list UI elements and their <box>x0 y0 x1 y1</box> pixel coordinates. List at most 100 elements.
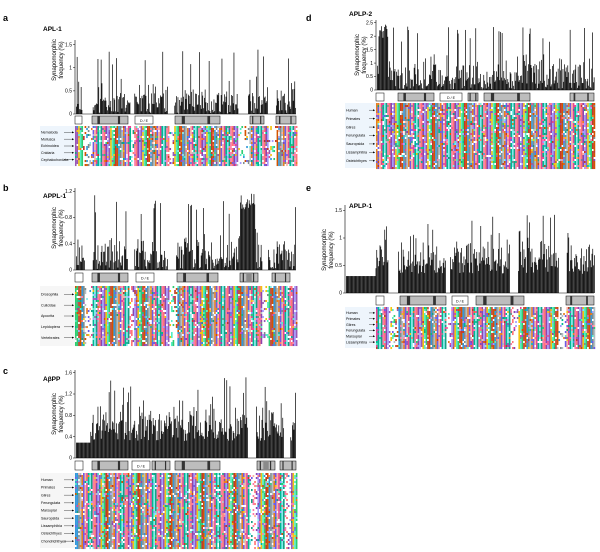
frequency-bar <box>128 392 129 458</box>
frequency-bar <box>145 430 147 458</box>
frequency-bar <box>485 264 486 293</box>
frequency-bar <box>92 422 93 458</box>
frequency-bar <box>183 254 184 270</box>
frequency-bar <box>85 442 87 458</box>
frequency-bar <box>404 85 405 90</box>
frequency-bar <box>228 440 229 458</box>
frequency-bar <box>221 431 223 458</box>
frequency-bar <box>477 61 478 90</box>
frequency-bar <box>164 423 166 458</box>
frequency-bar <box>501 33 503 90</box>
frequency-bar <box>182 268 184 270</box>
frequency-bar <box>498 31 500 91</box>
frequency-bar <box>370 276 372 293</box>
taxon-label: Apocrita <box>41 314 54 318</box>
frequency-bar <box>137 239 139 270</box>
frequency-bar <box>473 65 474 90</box>
panel-label: e <box>306 183 311 193</box>
frequency-bar <box>155 86 156 114</box>
frequency-bar <box>513 89 515 90</box>
frequency-bar <box>81 245 83 270</box>
frequency-bar <box>431 79 433 90</box>
frequency-bar <box>519 230 521 293</box>
frequency-bar <box>486 263 488 293</box>
taxon-label: Nematoda <box>41 131 58 135</box>
frequency-bar <box>418 273 419 293</box>
frequency-bar <box>270 267 272 270</box>
frequency-bar <box>492 74 493 90</box>
frequency-bar <box>158 98 160 114</box>
frequency-bar <box>156 440 157 458</box>
signal-peptide-box <box>74 460 84 471</box>
frequency-bar <box>269 434 271 458</box>
frequency-bar <box>105 265 107 270</box>
frequency-bar <box>202 95 204 114</box>
frequency-bar <box>467 79 469 90</box>
frequency-bar <box>455 252 457 293</box>
frequency-bar <box>292 89 293 114</box>
de-domain-label: D / E <box>447 96 456 100</box>
frequency-bar <box>228 105 229 114</box>
frequency-bar <box>154 93 156 114</box>
frequency-bar <box>188 251 190 270</box>
frequency-bar <box>247 427 248 458</box>
frequency-bar <box>378 266 379 293</box>
frequency-bar <box>170 423 172 458</box>
frequency-bar <box>216 434 218 458</box>
frequency-bar <box>230 424 232 458</box>
frequency-bar <box>579 270 581 293</box>
frequency-bar <box>186 247 188 270</box>
frequency-bar <box>155 200 156 270</box>
frequency-bar <box>201 432 203 458</box>
y-axis-label-line1: Synapomorphic <box>355 34 361 76</box>
frequency-bar <box>550 266 552 293</box>
frequency-bar <box>224 94 225 114</box>
frequency-bar <box>558 88 560 90</box>
frequency-bar <box>144 436 145 458</box>
frequency-bar <box>203 436 204 458</box>
frequency-bar <box>522 267 524 293</box>
frequency-bar <box>152 251 154 270</box>
frequency-bar <box>416 264 418 293</box>
frequency-bar <box>462 272 464 293</box>
frequency-bar <box>573 82 575 90</box>
frequency-bar <box>385 239 386 293</box>
frequency-bar <box>189 103 191 114</box>
frequency-bar <box>525 257 526 293</box>
panel-label: a <box>3 13 9 23</box>
frequency-bar <box>280 254 281 270</box>
frequency-bar <box>350 276 351 293</box>
frequency-bar <box>547 84 549 90</box>
frequency-bar <box>501 77 502 90</box>
frequency-bar <box>401 73 403 90</box>
frequency-bar <box>217 95 219 114</box>
taxon-label: Sauropsida <box>346 142 364 146</box>
frequency-bar <box>224 378 225 458</box>
frequency-bar <box>494 261 496 293</box>
frequency-bar <box>502 273 504 293</box>
frequency-bar <box>230 265 232 270</box>
frequency-bar <box>286 251 288 270</box>
frequency-bar <box>185 237 187 270</box>
frequency-bar <box>417 261 418 293</box>
frequency-bar <box>160 95 161 114</box>
frequency-bar <box>145 95 147 114</box>
frequency-bar <box>476 251 478 293</box>
taxon-label: Lissamphibia <box>41 524 62 528</box>
frequency-bar <box>485 88 487 90</box>
frequency-bar <box>195 93 196 114</box>
frequency-bar <box>144 94 145 114</box>
frequency-bar <box>177 437 179 458</box>
frequency-bar <box>181 249 183 270</box>
frequency-bar <box>213 268 215 270</box>
de-domain-box <box>134 115 154 125</box>
frequency-bar <box>249 203 251 270</box>
frequency-bar <box>126 435 128 458</box>
frequency-bar <box>494 81 496 90</box>
frequency-bar <box>270 420 272 458</box>
frequency-bar <box>119 241 120 270</box>
frequency-bar <box>140 253 141 270</box>
frequency-bar <box>527 70 529 90</box>
frequency-bar <box>499 80 501 90</box>
frequency-bar <box>276 253 277 270</box>
